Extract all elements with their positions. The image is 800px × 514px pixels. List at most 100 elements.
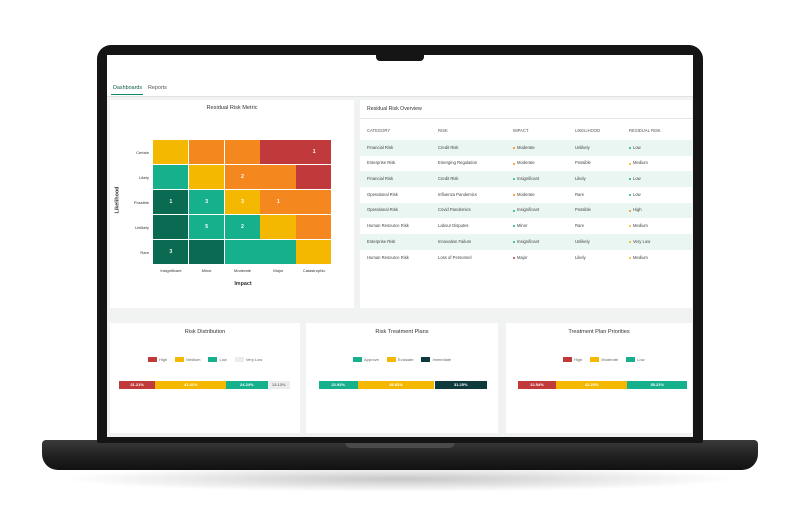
heatmap-cell bbox=[188, 165, 224, 190]
table-cell: Insignificant bbox=[517, 176, 540, 181]
heatmap-cell bbox=[153, 165, 189, 190]
heatmap-cell bbox=[224, 190, 260, 215]
table-cell: Credit Risk bbox=[438, 176, 459, 181]
legend-label: Medium bbox=[186, 357, 201, 362]
table-cell: Insignificant bbox=[517, 238, 540, 244]
row-label: Rare bbox=[140, 249, 149, 255]
legend-swatch bbox=[208, 357, 218, 362]
table-cell: Low bbox=[633, 144, 641, 150]
legend-swatch bbox=[175, 357, 185, 362]
status-dot bbox=[629, 193, 631, 196]
cell-count: 1 bbox=[276, 199, 280, 205]
card bbox=[110, 323, 300, 433]
heatmap-cell bbox=[224, 140, 260, 165]
table-row bbox=[360, 171, 692, 188]
heatmap-cell bbox=[224, 165, 260, 190]
table-cell: Medium bbox=[633, 254, 648, 260]
segment-label: 22.92% bbox=[331, 382, 346, 387]
table-row bbox=[360, 140, 692, 156]
row-label: Likely bbox=[138, 174, 149, 180]
table-cell: Labour Disputes bbox=[438, 223, 469, 229]
legend-swatch bbox=[234, 357, 244, 362]
table-cell: High bbox=[633, 207, 642, 213]
column-label: Catastrophic bbox=[302, 268, 326, 273]
cell-count: 2 bbox=[241, 174, 244, 180]
table-cell: Emerging Regulation bbox=[438, 160, 478, 166]
table-cell: Moderate bbox=[517, 191, 535, 197]
table-row bbox=[360, 249, 692, 266]
legend-label: Low bbox=[637, 357, 645, 362]
heatmap-cell bbox=[296, 240, 332, 265]
status-dot bbox=[513, 146, 515, 149]
legend-swatch bbox=[626, 357, 636, 362]
row-label: Unlikely bbox=[134, 224, 149, 230]
segment-label: 45.83% bbox=[389, 382, 403, 387]
table-header: CATEGORY bbox=[367, 128, 391, 133]
table-header: IMPACT bbox=[513, 128, 529, 133]
bar-segment bbox=[627, 381, 687, 389]
table-header: LIKELIHOOD bbox=[575, 128, 601, 133]
row-label: Certain bbox=[136, 149, 149, 155]
table-row bbox=[360, 202, 692, 219]
status-dot bbox=[629, 146, 631, 149]
table-cell: Likely bbox=[575, 176, 586, 181]
legend-swatch bbox=[590, 357, 600, 362]
column-label: Minor bbox=[201, 268, 212, 273]
segment-label: 31.25% bbox=[453, 382, 468, 387]
table-cell: Human Resource Risk bbox=[367, 254, 409, 260]
legend-label: Evaluate bbox=[397, 357, 414, 362]
cell-count: 3 bbox=[241, 199, 244, 205]
x-axis-label: Impact bbox=[234, 281, 252, 287]
table-cell: Enterprise Risk bbox=[367, 160, 396, 166]
table-cell: Loss of Personnel bbox=[438, 254, 472, 260]
legend-swatch bbox=[353, 357, 362, 362]
table-cell: Major bbox=[517, 254, 528, 260]
bar-segment bbox=[267, 381, 290, 389]
laptop-hinge bbox=[345, 441, 455, 448]
legend-label: Immediate bbox=[432, 357, 452, 362]
card-title: Treatment Plan Priorities bbox=[568, 329, 630, 335]
top-bar bbox=[107, 55, 693, 97]
table-cell: Human Resource Risk bbox=[367, 223, 409, 229]
table-cell: Operational Risk bbox=[367, 207, 398, 213]
tab[interactable]: Reports bbox=[148, 85, 167, 91]
segment-label: 21.21% bbox=[130, 382, 144, 387]
legend-label: Very Low bbox=[245, 357, 263, 362]
column-label: Moderate bbox=[234, 268, 251, 273]
legend-swatch bbox=[386, 357, 396, 362]
heatmap-cell bbox=[296, 165, 332, 190]
tab-underline bbox=[111, 94, 143, 95]
heatmap-cell bbox=[153, 240, 189, 265]
table-row bbox=[360, 234, 692, 250]
bar-segment bbox=[434, 381, 487, 389]
legend-label: High bbox=[159, 357, 168, 362]
column-label: Major bbox=[273, 268, 284, 273]
cell-count: 2 bbox=[241, 224, 244, 230]
cell-count: 1 bbox=[169, 199, 173, 205]
segment-label: 22.54% bbox=[530, 382, 544, 387]
heatmap-cell bbox=[296, 140, 332, 165]
heatmap-cell bbox=[188, 190, 224, 215]
card bbox=[306, 323, 498, 433]
status-dot bbox=[513, 209, 515, 212]
status-dot bbox=[629, 162, 631, 165]
table-header: RESIDUAL RISK bbox=[629, 128, 661, 133]
table-cell: Credit Risk bbox=[438, 144, 459, 150]
card-title: Risk Treatment Plans bbox=[375, 329, 429, 335]
table-cell: Medium bbox=[633, 160, 648, 166]
bar-segment bbox=[518, 381, 557, 389]
heatmap-cell bbox=[224, 240, 260, 265]
tab[interactable]: Dashboards bbox=[113, 85, 143, 91]
card-title: Residual Risk Metric bbox=[206, 105, 258, 111]
table-cell: Likely bbox=[575, 254, 586, 260]
table-cell: Minor bbox=[517, 223, 528, 229]
table-cell: Very Low bbox=[633, 238, 651, 244]
heatmap-cell bbox=[260, 215, 296, 240]
legend-label: Moderate bbox=[601, 357, 619, 362]
y-axis-label: Likelihood bbox=[114, 186, 121, 214]
column-label: Insignificant bbox=[160, 268, 182, 273]
table-cell: Rare bbox=[575, 223, 585, 229]
heatmap-cell bbox=[153, 215, 189, 240]
